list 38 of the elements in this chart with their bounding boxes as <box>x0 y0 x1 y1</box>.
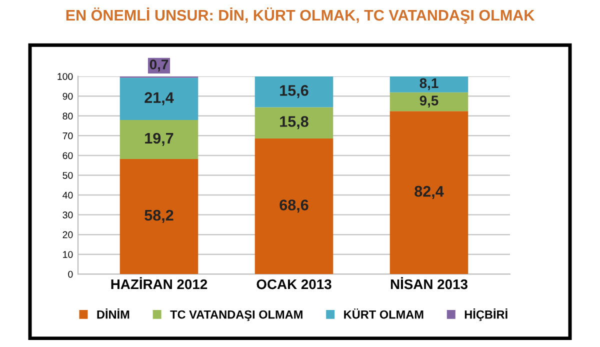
data-label: 58,2 <box>144 210 174 223</box>
bar <box>120 159 198 274</box>
legend-label: KÜRT OLMAM <box>344 308 424 319</box>
y-tick-label: 0 <box>68 270 73 278</box>
bar <box>120 78 198 120</box>
y-tick-label: 30 <box>62 212 73 218</box>
x-tick-label: HAZİRAN 2012 <box>111 277 208 290</box>
y-tick-label: 90 <box>62 92 73 100</box>
bar <box>390 76 468 92</box>
y-tick-label: 70 <box>62 132 73 140</box>
data-label: 19,7 <box>145 132 174 146</box>
data-label: 15,8 <box>280 116 308 130</box>
legend-label: DİNİM <box>97 308 130 319</box>
y-tick-label: 100 <box>58 73 73 80</box>
data-label: 9,5 <box>420 96 438 108</box>
data-label: 15,6 <box>280 85 308 98</box>
data-label: 68,6 <box>280 200 308 213</box>
bar <box>390 111 468 274</box>
y-tick-label: 40 <box>62 192 73 199</box>
bar <box>254 76 334 108</box>
data-label: 82,4 <box>414 186 444 199</box>
data-label: 21,4 <box>144 92 174 106</box>
data-label: 8,1 <box>420 78 438 90</box>
bar <box>390 92 468 112</box>
y-tick-label: 80 <box>62 112 73 120</box>
bar <box>254 107 334 138</box>
y-tick-label: 10 <box>63 251 73 258</box>
y-tick-label: 60 <box>62 152 73 160</box>
data-label: 0,7 <box>150 60 168 72</box>
x-tick-label: OCAK 2013 <box>256 279 332 290</box>
y-tick-label: 50 <box>62 172 73 179</box>
x-tick-label: NİSAN 2013 <box>390 277 468 290</box>
legend-label: TC VATANDAŞI OLMAM <box>170 310 302 322</box>
y-tick-label: 20 <box>62 231 73 238</box>
bar <box>120 120 198 160</box>
legend-label: HİÇBİRİ <box>464 308 508 322</box>
chart-title: EN ÖNEMLİ UNSUR: DİN, KÜRT OLMAK, TC VATANDAŞI OLMAK <box>66 8 535 24</box>
bar <box>254 138 334 274</box>
